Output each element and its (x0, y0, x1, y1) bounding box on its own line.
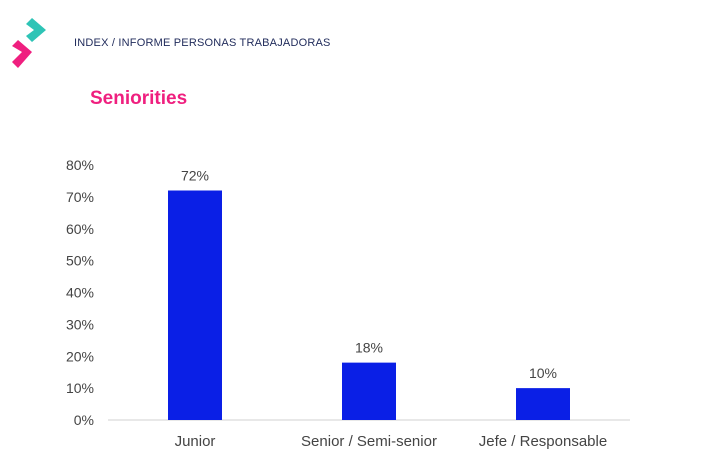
page-title: Seniorities (90, 88, 188, 109)
bar-2 (342, 362, 396, 420)
data-label: 10% (529, 365, 557, 381)
x-tick-label: Senior / Semi-senior (301, 433, 437, 450)
y-tick-label: 70% (66, 189, 94, 205)
x-tick-label: Jefe / Responsable (479, 433, 607, 450)
data-label: 72% (181, 168, 209, 184)
y-tick-label: 80% (66, 157, 94, 173)
bar-3 (516, 388, 570, 420)
logo-pink-shape (12, 40, 32, 68)
y-tick-label: 10% (66, 380, 94, 396)
y-tick-label: 20% (66, 348, 94, 364)
y-tick-label: 40% (66, 285, 94, 301)
data-label: 18% (355, 340, 383, 356)
brand-logo-icon (12, 18, 46, 68)
bar-1 (168, 190, 222, 420)
breadcrumb: INDEX / INFORME PERSONAS TRABAJADORAS (74, 37, 331, 49)
y-tick-label: 30% (66, 316, 94, 332)
y-tick-label: 0% (74, 412, 94, 428)
x-tick-label: Junior (175, 433, 216, 450)
y-tick-label: 60% (66, 221, 94, 237)
logo-teal-shape (26, 18, 46, 42)
y-tick-label: 50% (66, 253, 94, 269)
